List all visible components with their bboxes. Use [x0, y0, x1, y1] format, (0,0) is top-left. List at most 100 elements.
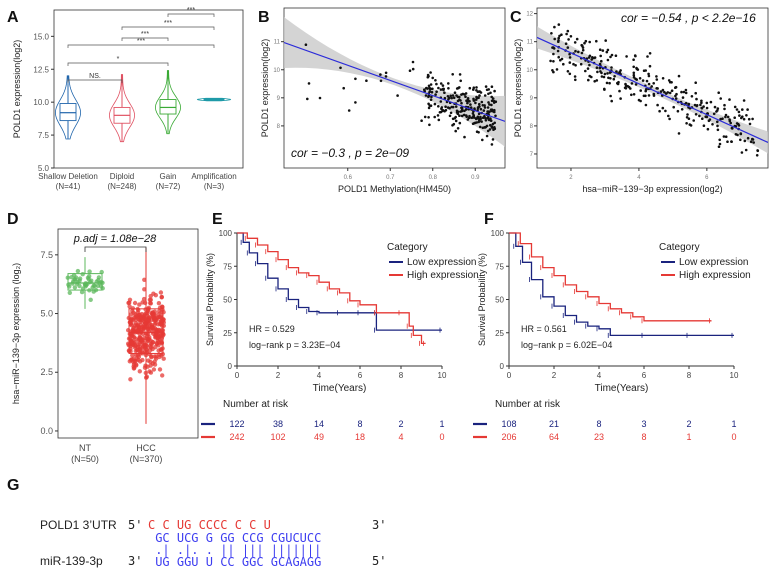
b-point	[451, 105, 455, 109]
b-point	[423, 115, 427, 119]
e-hr: HR = 0.529	[249, 324, 295, 334]
b-point	[447, 82, 450, 85]
c-point	[552, 60, 555, 63]
c-point	[619, 97, 622, 100]
d-point	[139, 349, 144, 354]
d-point	[157, 367, 163, 372]
f-xtick-label: 6	[642, 371, 647, 380]
d-point	[132, 345, 138, 350]
c-point	[661, 77, 665, 80]
c-point	[755, 154, 759, 157]
c-point	[644, 69, 647, 72]
c-point	[602, 75, 606, 79]
f-risk-high-value: 0	[731, 432, 736, 442]
c-point	[604, 39, 607, 42]
c-point	[717, 145, 721, 148]
d-point	[153, 345, 158, 350]
b-point	[471, 112, 475, 115]
b-point	[491, 122, 495, 126]
c-point	[706, 127, 710, 131]
c-point	[584, 39, 588, 43]
c-point	[603, 87, 606, 91]
c-point	[737, 124, 741, 127]
c-point	[606, 72, 609, 75]
c-point	[718, 142, 722, 146]
d-point	[83, 284, 88, 289]
b-point	[458, 114, 461, 117]
a-sig-bracket	[121, 26, 215, 30]
c-point	[729, 121, 732, 125]
d-point	[140, 337, 146, 343]
d-point	[148, 293, 153, 299]
a-count-label: (N=41)	[56, 182, 81, 191]
b-point	[489, 117, 492, 120]
b-ylabel: POLD1 expression(log2)	[260, 39, 270, 138]
b-point	[443, 91, 446, 94]
d-point	[128, 357, 134, 363]
b-point	[453, 117, 457, 120]
d-point	[72, 285, 78, 290]
c-point	[647, 74, 651, 78]
c-point	[692, 119, 695, 122]
f-xlabel: Time(Years)	[595, 383, 649, 394]
b-point	[411, 60, 415, 64]
c-point	[609, 55, 612, 59]
c-point	[664, 109, 667, 113]
c-point	[595, 39, 598, 43]
c-point	[742, 99, 746, 102]
g-utr-prefix: 5'	[128, 518, 142, 532]
b-point	[478, 94, 481, 97]
c-point	[648, 52, 652, 55]
c-point	[721, 117, 724, 120]
b-point	[430, 90, 434, 94]
c-point	[686, 113, 689, 116]
a-sig-label: ***	[164, 20, 172, 27]
a-sig-label: ***	[137, 38, 145, 45]
c-point	[745, 114, 748, 117]
e-ytick-label: 25	[223, 329, 232, 338]
c-point	[646, 55, 649, 58]
c-point	[647, 72, 650, 76]
c-point	[550, 32, 553, 35]
b-point	[477, 117, 480, 120]
d-ytick-label: 7.5	[40, 250, 53, 260]
d-point	[155, 315, 161, 320]
d-point	[144, 343, 150, 349]
b-point	[379, 73, 382, 76]
d-point	[88, 279, 93, 285]
b-point	[433, 102, 437, 106]
a-ytick-label: 15.0	[33, 32, 49, 41]
b-point	[480, 120, 483, 123]
b-point	[460, 93, 463, 96]
d-point	[152, 354, 157, 359]
e-legend-high: High expression	[407, 270, 479, 281]
b-point	[441, 84, 445, 87]
c-point	[684, 91, 688, 95]
d-point	[74, 281, 80, 286]
d-point	[147, 325, 152, 330]
c-point	[632, 76, 636, 79]
d-point	[161, 356, 166, 361]
b-point	[437, 105, 440, 108]
a-sig-label: ***	[187, 7, 195, 14]
b-point	[464, 95, 467, 98]
d-point	[157, 354, 162, 360]
d-point	[150, 339, 155, 345]
f-risk-high-value: 1	[686, 432, 691, 442]
c-point	[652, 82, 655, 85]
c-point	[674, 97, 678, 100]
c-point	[699, 103, 702, 107]
e-risk-low-value: 8	[357, 419, 362, 429]
c-point	[741, 108, 744, 111]
c-point	[596, 70, 599, 74]
c-point	[618, 89, 621, 93]
c-point	[705, 101, 709, 105]
d-point	[158, 290, 164, 295]
b-point	[475, 86, 478, 89]
c-point	[724, 135, 728, 138]
d-point	[152, 362, 158, 367]
b-point	[482, 109, 486, 112]
b-point	[439, 88, 443, 91]
d-point	[134, 363, 139, 368]
b-point	[427, 84, 431, 88]
